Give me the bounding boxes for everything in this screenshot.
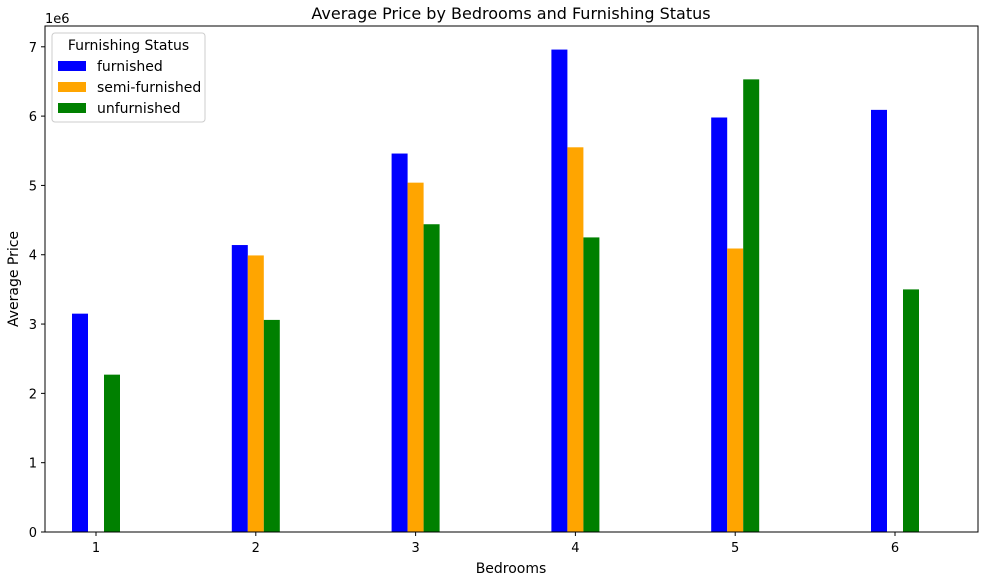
legend-label-furnished: furnished	[97, 59, 163, 75]
legend-swatch-semi-furnished	[58, 82, 86, 92]
bar-unfurnished-4	[583, 237, 600, 532]
legend: Furnishing Status furnished semi-furnished…	[51, 32, 206, 123]
legend-label-unfurnished: unfurnished	[97, 101, 181, 117]
bar-unfurnished-2	[263, 319, 280, 532]
y-axis-label: Average Price	[6, 231, 22, 327]
x-axis-label: Bedrooms	[476, 561, 547, 577]
bar-furnished-2	[231, 245, 248, 533]
bar-semi-furnished-3	[407, 182, 424, 532]
bar-furnished-3	[391, 153, 408, 533]
bar-furnished-6	[871, 109, 887, 533]
y-tick-label-4: 4	[29, 249, 37, 264]
bar-furnished-5	[711, 117, 728, 532]
legend-swatch-unfurnished	[58, 103, 86, 113]
plot-frame	[44, 25, 979, 533]
plot-area: 1 2 3 4 5 6 0 1 2 3 4 5 6 7	[29, 41, 919, 556]
x-tick-label-6: 6	[891, 541, 899, 556]
x-tick-label-3: 3	[411, 541, 419, 556]
chart-title: Average Price by Bedrooms and Furnishing…	[311, 4, 710, 23]
x-tick-label-1: 1	[92, 541, 100, 556]
bar-unfurnished-6	[903, 289, 919, 532]
legend-box	[51, 32, 206, 123]
bar-unfurnished-3	[423, 224, 440, 533]
x-tick-label-4: 4	[571, 541, 579, 556]
legend-swatch-furnished	[58, 61, 86, 71]
y-tick-label-2: 2	[29, 387, 37, 402]
y-tick-label-5: 5	[29, 179, 37, 194]
bar-unfurnished-1	[104, 374, 120, 532]
x-tick-label-2: 2	[252, 541, 260, 556]
y-tick-label-3: 3	[29, 318, 37, 333]
legend-title: Furnishing Status	[68, 38, 189, 54]
y-tick-label-1: 1	[29, 457, 37, 472]
y-offset-label: 1e6	[45, 12, 70, 27]
bar-furnished-4	[551, 49, 568, 532]
y-tick-label-6: 6	[29, 110, 37, 125]
bar-unfurnished-5	[743, 79, 760, 533]
bar-semi-furnished-5	[727, 248, 744, 532]
x-tick-label-5: 5	[731, 541, 739, 556]
y-tick-label-0: 0	[29, 526, 37, 541]
bar-semi-furnished-4	[567, 147, 584, 533]
y-tick-label-7: 7	[29, 41, 37, 56]
bar-semi-furnished-2	[247, 255, 264, 532]
bar-furnished-1	[72, 313, 88, 532]
legend-label-semi-furnished: semi-furnished	[97, 80, 201, 96]
